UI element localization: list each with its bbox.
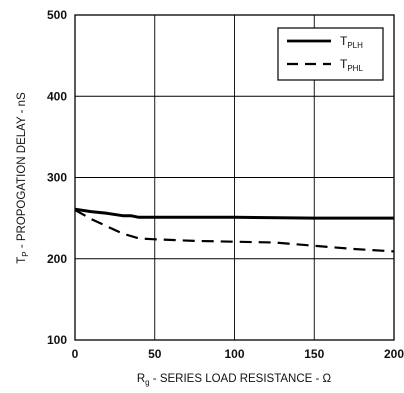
x-tick-label: 100 (224, 347, 244, 361)
series-line-phl (74, 209, 395, 253)
series-line-plh (74, 207, 394, 220)
x-axis-label: Rg - SERIES LOAD RESISTANCE - Ω (137, 373, 332, 387)
x-tick-label: 150 (304, 347, 324, 361)
legend-box (277, 27, 384, 81)
x-tick-label: 0 (72, 347, 79, 361)
y-tick-label: 100 (47, 333, 67, 347)
y-axis-label-main: T (16, 257, 28, 264)
x-tick-label: 200 (384, 347, 404, 361)
plot-frame (74, 14, 395, 341)
legend-label-plh-main: T (340, 34, 348, 48)
legend-label-plh: TPLH (340, 34, 363, 50)
x-axis-label-sub: g (145, 378, 149, 387)
x-axis-label-main: R (137, 373, 145, 385)
y-tick-label: 500 (47, 8, 67, 22)
legend-label-phl-main: T (340, 57, 348, 71)
y-axis-label-sub: P (21, 251, 30, 256)
x-tick-label: 50 (148, 347, 162, 361)
series-lines (74, 207, 395, 253)
y-axis-label-rest: - PROPOGATION DELAY - nS (16, 92, 28, 251)
legend-label-phl: TPHL (340, 57, 363, 73)
legend: TPLH TPHL (277, 27, 384, 81)
legend-label-plh-sub: PLH (347, 41, 363, 50)
y-tick-label: 200 (47, 252, 67, 266)
y-tick-label: 400 (47, 89, 67, 103)
y-tick-label: 300 (47, 171, 67, 185)
y-tick-labels: 100 200 300 400 500 (47, 8, 67, 347)
x-axis-label-rest: - SERIES LOAD RESISTANCE - Ω (150, 373, 332, 385)
y-axis-label: TP - PROPOGATION DELAY - nS (16, 92, 30, 264)
legend-label-phl-sub: PHL (347, 64, 363, 73)
x-tick-labels: 0 50 100 150 200 (72, 347, 404, 361)
